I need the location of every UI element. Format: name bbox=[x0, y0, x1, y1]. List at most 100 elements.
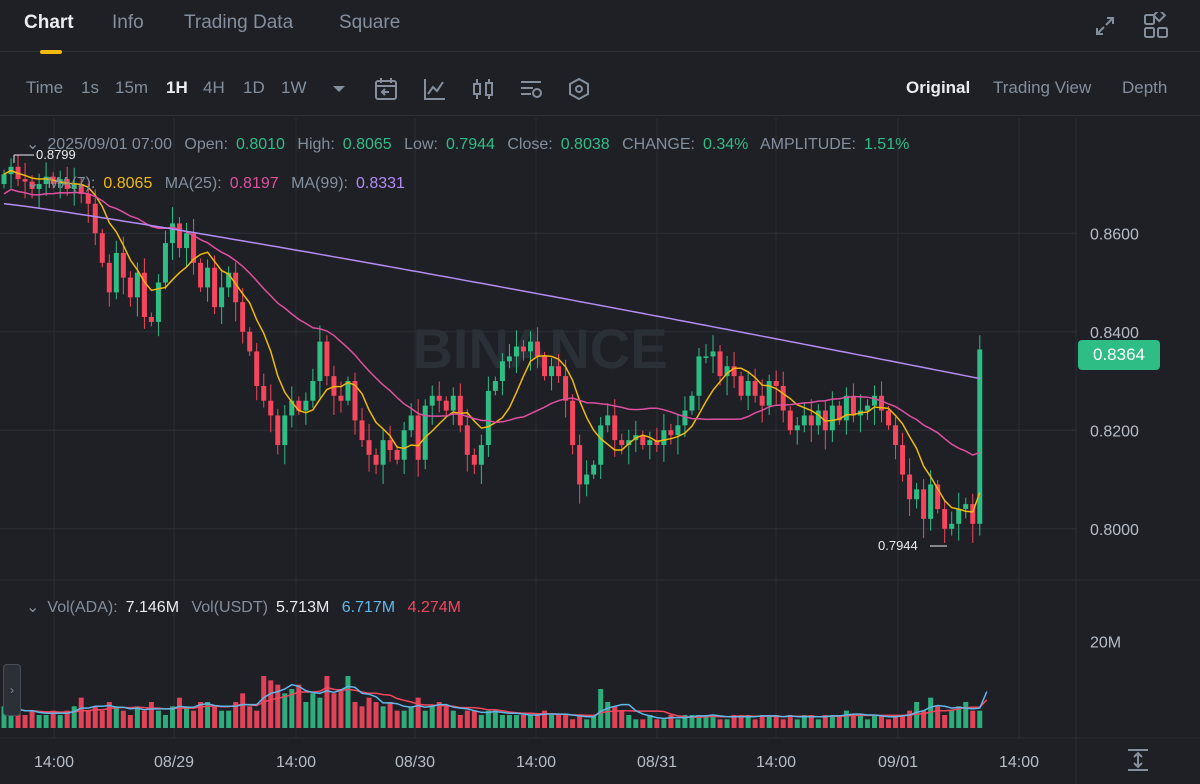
volume-bar bbox=[710, 715, 716, 728]
volume-bar bbox=[303, 702, 309, 728]
timeframe-4h[interactable]: 4H bbox=[203, 78, 225, 97]
dropdown-caret-icon[interactable] bbox=[326, 76, 352, 102]
price-tick-label: 0.8400 bbox=[1090, 325, 1139, 342]
candle-body bbox=[303, 400, 309, 411]
volume-bar bbox=[626, 715, 632, 728]
candle-body bbox=[324, 341, 330, 377]
volume-bar bbox=[338, 689, 344, 728]
candle-body bbox=[787, 410, 793, 431]
volume-bar bbox=[415, 697, 421, 728]
candle-body bbox=[703, 356, 709, 358]
ma99-label: MA(99): bbox=[291, 175, 348, 192]
volume-bar bbox=[141, 710, 147, 728]
volume-bar bbox=[640, 719, 646, 728]
timeframe-1h[interactable]: 1H bbox=[166, 78, 188, 97]
volume-bar bbox=[738, 715, 744, 728]
view-original[interactable]: Original bbox=[906, 78, 971, 97]
time-tick-label: 08/30 bbox=[395, 754, 435, 771]
tab-square[interactable]: Square bbox=[339, 12, 401, 33]
volume-bar bbox=[893, 715, 899, 728]
volume-bar bbox=[956, 706, 962, 728]
candle-body bbox=[134, 272, 140, 298]
panel-toggle-button[interactable]: › bbox=[3, 664, 21, 716]
volume-ma1-line bbox=[3, 683, 988, 720]
fit-vertical-icon[interactable] bbox=[1124, 746, 1152, 774]
volume-bar bbox=[787, 715, 793, 728]
volume-bar bbox=[584, 719, 590, 728]
timeframe-1s[interactable]: 1s bbox=[81, 78, 99, 97]
volume-bar bbox=[457, 715, 463, 728]
volume-bar bbox=[499, 715, 505, 728]
candle-body bbox=[815, 410, 821, 426]
candle-body bbox=[247, 331, 253, 352]
candle-body bbox=[605, 415, 611, 426]
tab-chart[interactable]: Chart bbox=[24, 12, 74, 33]
time-tick-label: 09/01 bbox=[878, 754, 918, 771]
volume-bar bbox=[647, 715, 653, 728]
volume-bar bbox=[184, 706, 190, 728]
candle-body bbox=[542, 356, 548, 377]
candlestick-icon[interactable] bbox=[470, 76, 496, 102]
candle-body bbox=[654, 440, 660, 446]
view-trading-view[interactable]: Trading View bbox=[993, 78, 1092, 97]
calendar-icon[interactable] bbox=[373, 76, 399, 102]
chevron-down-icon[interactable]: ⌄ bbox=[26, 599, 40, 616]
timeframe-1w[interactable]: 1W bbox=[281, 78, 307, 97]
tab-trading-data[interactable]: Trading Data bbox=[184, 12, 294, 33]
close-value: 0.8038 bbox=[560, 136, 610, 153]
volume-bar bbox=[359, 706, 365, 728]
chevron-down-icon[interactable]: ⌄ bbox=[26, 136, 40, 153]
view-depth[interactable]: Depth bbox=[1122, 78, 1168, 97]
volume-bar bbox=[682, 715, 688, 728]
volume-bar bbox=[92, 706, 98, 728]
volume-bar bbox=[675, 719, 681, 728]
volume-bar bbox=[78, 697, 84, 728]
timeframe-15m[interactable]: 15m bbox=[115, 78, 149, 97]
candle-body bbox=[759, 395, 765, 406]
candle-body bbox=[169, 223, 175, 244]
candle-body bbox=[808, 415, 814, 426]
open-label: Open: bbox=[184, 136, 229, 153]
timeframe-time[interactable]: Time bbox=[26, 78, 64, 97]
volume-bar bbox=[310, 693, 316, 728]
candle-body bbox=[275, 415, 281, 446]
high-value: 0.8065 bbox=[342, 136, 392, 153]
volume-bar bbox=[268, 680, 274, 728]
expand-icon[interactable] bbox=[1091, 12, 1119, 40]
tab-info[interactable]: Info bbox=[112, 12, 144, 33]
candle-body bbox=[148, 316, 154, 322]
current-price-tag: 0.8364 bbox=[1078, 340, 1160, 370]
candle-body bbox=[205, 267, 211, 288]
low-marker: 0.7944 bbox=[878, 538, 947, 553]
widgets-grid-icon[interactable] bbox=[1142, 12, 1170, 40]
candle-body bbox=[422, 405, 428, 460]
hexagon-settings-icon[interactable] bbox=[566, 76, 592, 102]
volume-bar bbox=[654, 719, 660, 728]
volume-bar bbox=[436, 702, 442, 728]
line-chart-icon[interactable] bbox=[422, 76, 448, 102]
candle-body bbox=[829, 405, 835, 431]
candle-body bbox=[478, 445, 484, 465]
volume-bar bbox=[879, 715, 884, 728]
candle-body bbox=[464, 425, 470, 455]
candle-body bbox=[528, 341, 533, 352]
volume-bar bbox=[366, 697, 372, 728]
volume-bar bbox=[106, 702, 112, 728]
low-marker-label: 0.7944 bbox=[878, 538, 918, 553]
chevron-down-icon[interactable]: ⌄ bbox=[26, 175, 40, 192]
candle-body bbox=[893, 425, 899, 446]
time-tick-label: 14:00 bbox=[276, 754, 316, 771]
volume-bar bbox=[612, 706, 618, 728]
candle-body bbox=[415, 415, 421, 460]
volume-bar bbox=[352, 702, 358, 728]
timeframe-1d[interactable]: 1D bbox=[243, 78, 265, 97]
volume-bar bbox=[766, 715, 772, 728]
candle-body bbox=[850, 395, 856, 416]
change-value: 0.34% bbox=[703, 136, 749, 153]
volume-bar bbox=[668, 715, 674, 728]
candle-body bbox=[668, 430, 674, 436]
indicator-settings-icon[interactable] bbox=[518, 76, 544, 102]
candle-body bbox=[879, 395, 884, 411]
candle-body bbox=[443, 400, 449, 411]
